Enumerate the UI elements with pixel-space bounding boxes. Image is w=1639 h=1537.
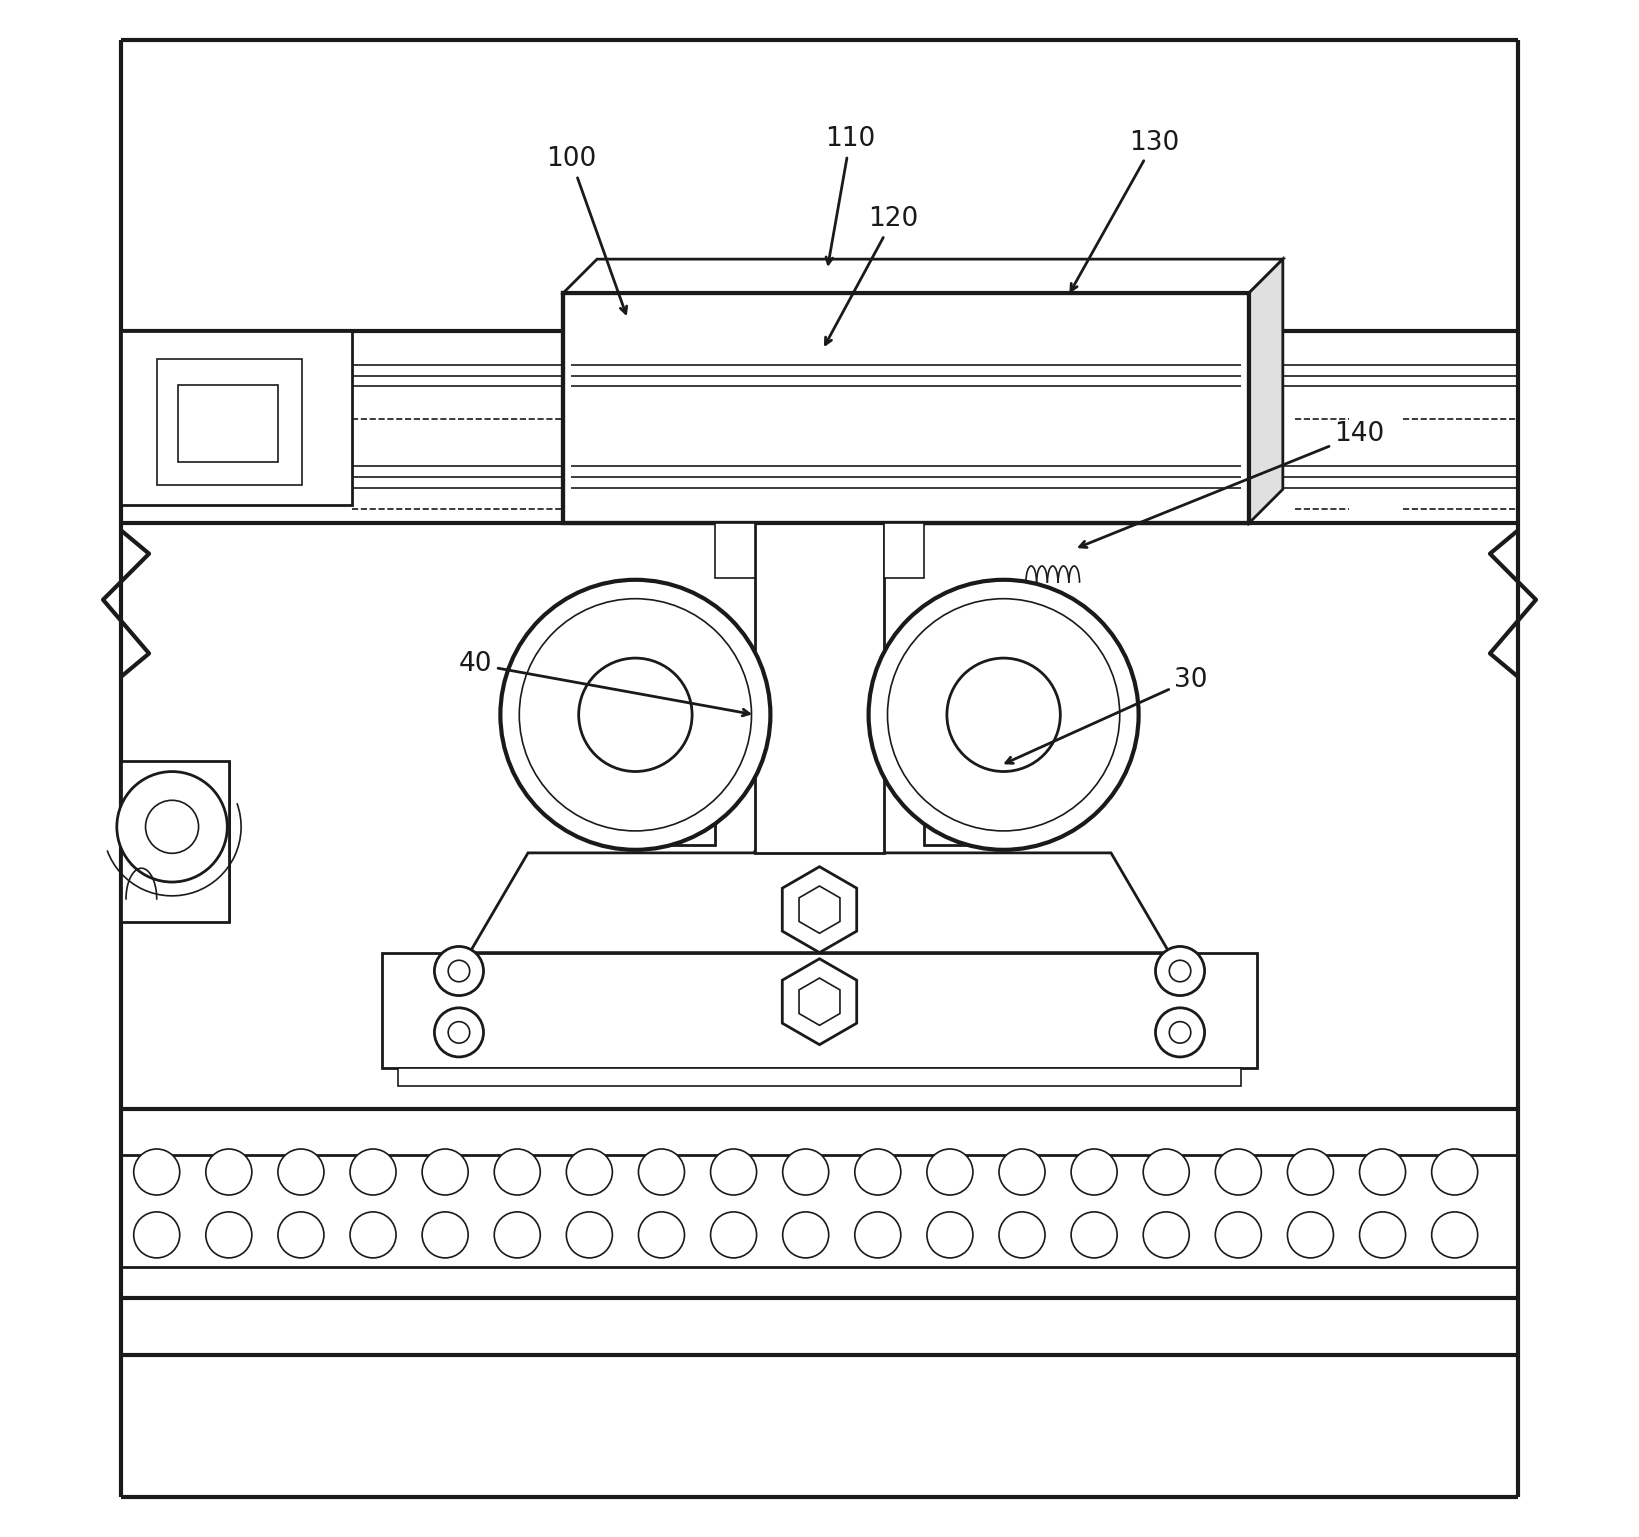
Circle shape bbox=[495, 1211, 541, 1257]
Bar bbox=[382, 953, 1257, 1068]
Circle shape bbox=[579, 658, 692, 772]
Circle shape bbox=[1216, 1211, 1262, 1257]
Circle shape bbox=[869, 579, 1139, 850]
Circle shape bbox=[711, 1211, 757, 1257]
Circle shape bbox=[134, 1150, 180, 1194]
Circle shape bbox=[1155, 1008, 1205, 1057]
Circle shape bbox=[1072, 1150, 1118, 1194]
Text: 120: 120 bbox=[826, 206, 918, 344]
Bar bbox=[564, 294, 1249, 523]
Circle shape bbox=[1216, 1150, 1262, 1194]
Circle shape bbox=[1169, 961, 1192, 982]
Bar bbox=[398, 1068, 1241, 1087]
Circle shape bbox=[447, 961, 470, 982]
Circle shape bbox=[567, 1150, 613, 1194]
Circle shape bbox=[1431, 1150, 1478, 1194]
Circle shape bbox=[928, 1150, 974, 1194]
Circle shape bbox=[711, 1150, 757, 1194]
Circle shape bbox=[146, 801, 198, 853]
Circle shape bbox=[639, 1211, 685, 1257]
Circle shape bbox=[447, 1022, 470, 1044]
Circle shape bbox=[1431, 1211, 1478, 1257]
Polygon shape bbox=[470, 851, 1169, 953]
Circle shape bbox=[1288, 1211, 1334, 1257]
Circle shape bbox=[567, 1211, 613, 1257]
Circle shape bbox=[207, 1150, 252, 1194]
Text: 40: 40 bbox=[459, 652, 749, 716]
Text: 110: 110 bbox=[824, 126, 875, 264]
Circle shape bbox=[279, 1211, 325, 1257]
Circle shape bbox=[856, 1211, 901, 1257]
Text: 100: 100 bbox=[546, 146, 626, 314]
Bar bbox=[157, 358, 303, 484]
Bar bbox=[883, 523, 924, 578]
Circle shape bbox=[783, 1211, 829, 1257]
Bar bbox=[179, 384, 279, 461]
Circle shape bbox=[783, 1150, 829, 1194]
Circle shape bbox=[1359, 1150, 1406, 1194]
Bar bbox=[715, 523, 756, 578]
Circle shape bbox=[207, 1211, 252, 1257]
Circle shape bbox=[947, 658, 1060, 772]
Circle shape bbox=[351, 1211, 397, 1257]
Bar bbox=[121, 761, 229, 922]
Circle shape bbox=[351, 1150, 397, 1194]
Circle shape bbox=[928, 1211, 974, 1257]
Polygon shape bbox=[782, 959, 857, 1045]
Circle shape bbox=[1169, 1022, 1192, 1044]
Circle shape bbox=[1359, 1211, 1406, 1257]
Polygon shape bbox=[1249, 260, 1283, 523]
Circle shape bbox=[279, 1150, 325, 1194]
Polygon shape bbox=[564, 260, 1283, 294]
Text: 140: 140 bbox=[1080, 421, 1385, 547]
Bar bbox=[121, 332, 351, 504]
Circle shape bbox=[423, 1150, 469, 1194]
Polygon shape bbox=[800, 885, 839, 933]
Circle shape bbox=[1144, 1150, 1190, 1194]
Polygon shape bbox=[800, 978, 839, 1025]
Bar bbox=[564, 294, 1249, 523]
Polygon shape bbox=[924, 738, 1031, 845]
Circle shape bbox=[134, 1211, 180, 1257]
Circle shape bbox=[116, 772, 228, 882]
Circle shape bbox=[434, 947, 484, 996]
Circle shape bbox=[434, 1008, 484, 1057]
Polygon shape bbox=[608, 738, 715, 845]
Circle shape bbox=[1000, 1211, 1046, 1257]
Circle shape bbox=[1000, 1150, 1046, 1194]
Polygon shape bbox=[782, 867, 857, 953]
Text: 30: 30 bbox=[1006, 667, 1208, 764]
Circle shape bbox=[1072, 1211, 1118, 1257]
Circle shape bbox=[500, 579, 770, 850]
Circle shape bbox=[1155, 947, 1205, 996]
Circle shape bbox=[1144, 1211, 1190, 1257]
Circle shape bbox=[856, 1150, 901, 1194]
Circle shape bbox=[1288, 1150, 1334, 1194]
Circle shape bbox=[423, 1211, 469, 1257]
Circle shape bbox=[639, 1150, 685, 1194]
Circle shape bbox=[495, 1150, 541, 1194]
Bar bbox=[756, 523, 883, 853]
Text: 130: 130 bbox=[1070, 129, 1178, 290]
